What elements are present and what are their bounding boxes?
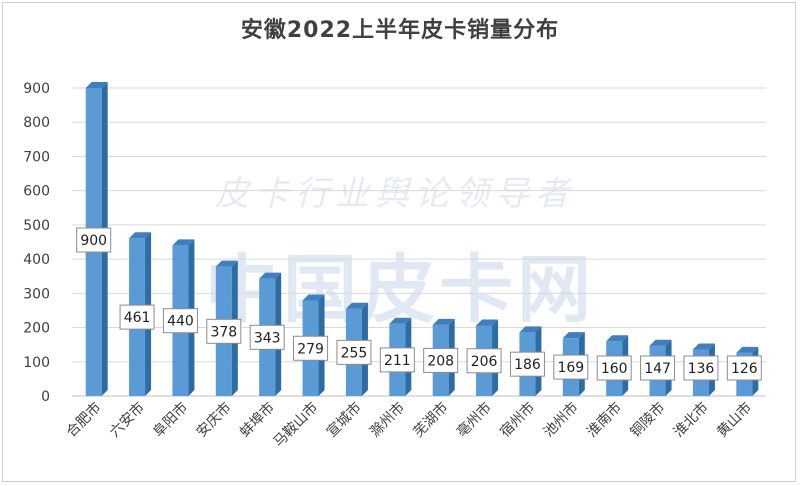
x-tick-label: 马鞍山市 [270, 399, 322, 451]
data-label-text: 208 [427, 353, 454, 369]
data-label-box [423, 347, 459, 373]
bar-top [85, 82, 108, 88]
bar-top [736, 346, 759, 353]
data-label-box [683, 355, 719, 381]
data-label-text: 136 [688, 361, 715, 377]
data-label: 211 [379, 347, 415, 373]
data-label-box [509, 351, 545, 377]
x-tick-label: 淮北市 [670, 399, 712, 441]
data-label-text: 255 [341, 345, 368, 361]
chart-title: 安徽2022上半年皮卡销量分布 [240, 18, 560, 43]
y-tick-label: 200 [23, 321, 50, 337]
data-label: 208 [423, 347, 459, 373]
data-label-box [553, 354, 589, 380]
bar-top [519, 326, 542, 333]
data-label: 255 [336, 339, 372, 365]
data-label-text: 169 [557, 360, 584, 376]
bar-top [389, 317, 412, 324]
y-tick-label: 400 [23, 252, 50, 268]
x-tick-label: 亳州市 [453, 399, 495, 441]
bar-top [129, 232, 152, 239]
y-tick-label: 500 [23, 218, 50, 234]
data-label: 900 [76, 227, 112, 253]
data-label-box [293, 335, 329, 361]
data-labels: 900 461 440 378 343 279 255 211 208 206 186 169 160 1… [76, 227, 762, 381]
bar-top [649, 339, 672, 346]
data-label-text: 378 [210, 324, 237, 340]
y-tick-label: 700 [23, 149, 50, 165]
y-tick-label: 900 [23, 81, 50, 97]
data-label: 169 [553, 354, 589, 380]
x-tick-label: 蚌埠市 [236, 399, 278, 441]
data-label-text: 160 [601, 361, 628, 377]
bar-top [476, 319, 499, 326]
data-label-text: 147 [644, 361, 671, 377]
data-label: 279 [293, 335, 329, 361]
data-label: 126 [726, 355, 762, 381]
x-tick-label: 安庆市 [193, 399, 235, 441]
data-label-text: 186 [514, 357, 541, 373]
data-label: 160 [596, 355, 632, 381]
bar-top [259, 272, 282, 279]
y-tick-label: 0 [41, 389, 50, 405]
y-tick-label: 300 [23, 286, 50, 302]
y-axis: 0 100 200 300 400 500 600 700 800 900 [23, 81, 50, 405]
data-label-box [640, 355, 676, 381]
data-label-text: 461 [124, 310, 151, 326]
x-tick-label: 池州市 [540, 399, 582, 441]
bar-top [215, 260, 238, 267]
data-label-box [249, 324, 285, 350]
x-tick-label: 宣城市 [323, 399, 365, 441]
data-label: 343 [249, 324, 285, 350]
data-label-text: 343 [254, 330, 281, 346]
bars [85, 82, 759, 396]
bar-top [302, 294, 325, 301]
x-tick-label: 合肥市 [63, 399, 105, 441]
x-tick-label: 黄山市 [713, 399, 755, 441]
data-label-box [379, 347, 415, 373]
bar-top [562, 332, 585, 339]
data-label-box [596, 355, 632, 381]
data-label-box [119, 304, 155, 330]
y-tick-label: 800 [23, 115, 50, 131]
x-tick-label: 宿州市 [497, 399, 539, 441]
watermark-slogan: 皮卡行业舆论领导者 [215, 174, 575, 214]
data-label-box [162, 308, 198, 334]
x-tick-label: 阜阳市 [150, 399, 192, 441]
data-label: 378 [206, 318, 242, 344]
x-tick-label: 淮南市 [583, 399, 625, 441]
data-label-box [76, 227, 112, 253]
bar-top [432, 318, 455, 325]
data-label-text: 211 [384, 353, 411, 369]
data-label-box [336, 339, 372, 365]
data-label: 206 [466, 348, 502, 374]
data-label: 440 [162, 308, 198, 334]
bar-top [345, 302, 368, 309]
bar-top [692, 343, 715, 350]
data-label-box [726, 355, 762, 381]
y-tick-label: 100 [23, 355, 50, 371]
x-tick-label: 铜陵市 [627, 399, 669, 441]
data-label-box [466, 348, 502, 374]
data-label-text: 126 [731, 361, 758, 377]
data-label: 147 [640, 355, 676, 381]
data-label-text: 279 [297, 341, 324, 357]
x-tick-label: 六安市 [106, 399, 148, 441]
x-tick-label: 芜湖市 [410, 399, 452, 441]
data-label: 136 [683, 355, 719, 381]
data-label-box [206, 318, 242, 344]
data-label: 186 [509, 351, 545, 377]
data-label: 461 [119, 304, 155, 330]
bar-top [172, 239, 195, 246]
data-label-text: 206 [471, 354, 498, 370]
bar-top [606, 335, 629, 342]
x-tick-label: 滁州市 [366, 399, 408, 441]
y-tick-label: 600 [23, 184, 50, 200]
data-label-text: 440 [167, 314, 194, 330]
data-label-text: 900 [80, 233, 107, 249]
